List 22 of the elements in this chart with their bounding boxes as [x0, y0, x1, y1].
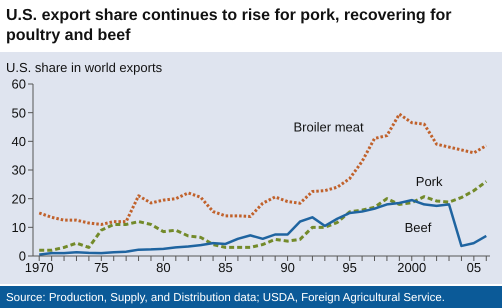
x-tick-label: 85: [218, 260, 233, 276]
x-tick-label: 90: [280, 260, 295, 276]
series-label: Broiler meat: [294, 120, 364, 135]
line-series: [38, 198, 488, 256]
y-axis-title: U.S. share in world exports: [6, 60, 162, 75]
y-tick-label: 0: [18, 248, 26, 264]
y-tick-label: 40: [12, 134, 26, 149]
x-tick-label: 2000: [397, 260, 426, 276]
series-label: Pork: [416, 174, 444, 190]
chart-title: U.S. export share continues to rise for pork, recovering for poultry and beef: [0, 0, 502, 52]
y-tick-label: 20: [12, 191, 26, 206]
y-tick-label: 60: [12, 76, 26, 92]
y-tick-label: 30: [12, 162, 26, 178]
y-tick-label: 10: [12, 220, 26, 235]
series-label: Beef: [404, 220, 432, 235]
source-note: Source: Production, Supply, and Distribution data; USDA, Foreign Agricultural Service.: [6, 292, 445, 304]
x-tick-label: 95: [342, 260, 357, 276]
x-tick-label: 05: [466, 260, 482, 276]
x-tick-label: 80: [156, 260, 171, 276]
y-tick-label: 50: [12, 105, 26, 120]
x-tick-label: 1970: [24, 260, 54, 276]
x-tick-label: 75: [94, 260, 109, 276]
